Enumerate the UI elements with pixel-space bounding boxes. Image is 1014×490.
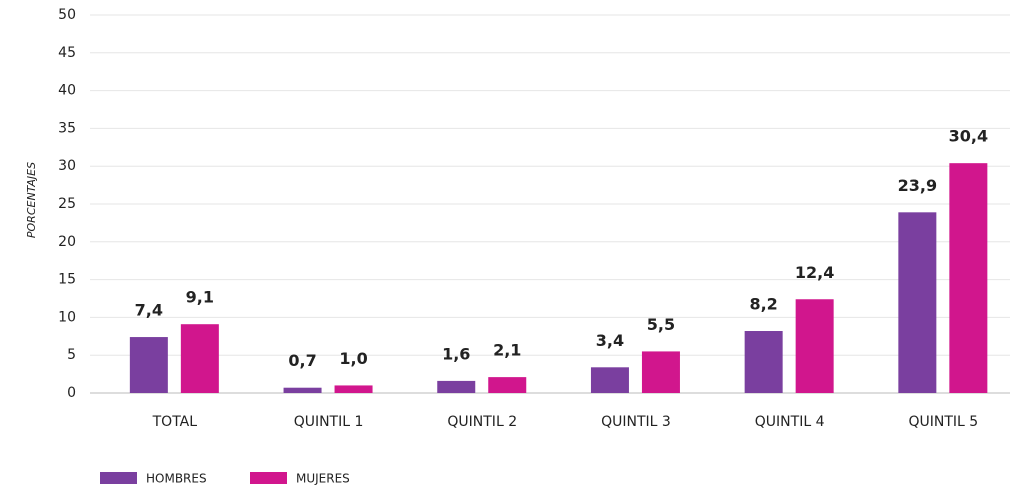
bar [590, 367, 629, 393]
y-tick-label: 15 [58, 272, 76, 288]
bar [488, 377, 527, 393]
y-tick-label: 40 [58, 83, 76, 99]
x-tick-label: TOTAL [152, 414, 198, 430]
legend-label: HOMBRES [146, 472, 207, 486]
y-tick-label: 20 [58, 234, 76, 250]
value-label: 5,5 [647, 315, 675, 334]
bar [949, 163, 988, 393]
bar [334, 385, 373, 393]
bar [129, 337, 168, 393]
value-label: 3,4 [596, 331, 624, 350]
value-label: 1,6 [442, 344, 470, 363]
bar [795, 299, 834, 393]
value-label: 23,9 [898, 176, 937, 195]
value-label: 7,4 [135, 301, 163, 320]
x-tick-label: QUINTIL 5 [908, 414, 978, 430]
y-axis-label: PORCENTAJES [25, 162, 38, 238]
bar [283, 387, 322, 393]
legend-swatch [100, 472, 137, 484]
y-tick-label: 35 [58, 120, 76, 136]
x-tick-label: QUINTIL 2 [447, 414, 517, 430]
value-label: 8,2 [749, 295, 777, 314]
bar [437, 380, 476, 393]
value-label: 9,1 [186, 288, 214, 307]
value-label: 2,1 [493, 341, 521, 360]
value-label: 12,4 [795, 263, 834, 282]
x-tick-label: QUINTIL 3 [601, 414, 671, 430]
value-label: 30,4 [949, 127, 988, 146]
bar [744, 331, 783, 393]
value-label: 0,7 [288, 351, 316, 370]
legend-swatch [250, 472, 287, 484]
value-label: 1,0 [339, 349, 367, 368]
bar [641, 351, 680, 393]
x-tick-label: QUINTIL 4 [755, 414, 825, 430]
y-tick-label: 5 [67, 347, 76, 363]
x-tick-label: QUINTIL 1 [294, 414, 364, 430]
y-tick-label: 30 [58, 158, 76, 174]
legend-label: MUJERES [296, 472, 350, 486]
y-tick-label: 45 [58, 45, 76, 61]
y-tick-label: 50 [58, 7, 76, 23]
y-tick-label: 25 [58, 196, 76, 212]
y-tick-label: 0 [67, 385, 76, 401]
bar [898, 212, 937, 393]
bar [180, 324, 219, 393]
y-tick-label: 10 [58, 309, 76, 325]
